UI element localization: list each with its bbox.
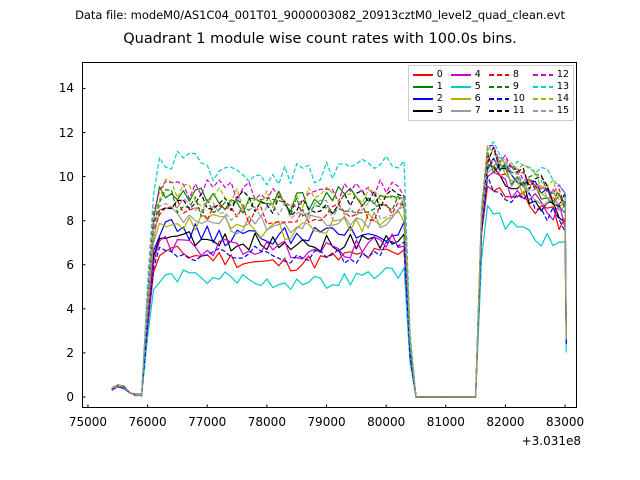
legend-label: 6: [474, 93, 481, 105]
x-tick-label: 76000: [128, 415, 167, 429]
legend-label: 15: [556, 105, 569, 117]
data-series-line: [111, 163, 567, 398]
legend: 0 1 2 3 4 5 6 7 8 9 10 11 12 13 14 15: [407, 65, 574, 121]
legend-label: 12: [556, 69, 569, 81]
legend-line-swatch: [532, 86, 553, 88]
legend-label: 9: [512, 81, 519, 93]
legend-item-8[interactable]: 8: [488, 69, 525, 81]
x-tick-label: 79000: [307, 415, 346, 429]
data-series-line: [111, 162, 567, 398]
data-series-line: [111, 157, 567, 398]
legend-line-swatch: [450, 110, 471, 112]
legend-line-swatch: [488, 110, 509, 112]
y-tick-label: 6: [66, 257, 74, 272]
data-series-line: [111, 204, 567, 398]
legend-line-swatch: [532, 74, 553, 76]
x-tick-label: 80000: [367, 415, 406, 429]
legend-item-14[interactable]: 14: [532, 93, 569, 105]
y-tick-label: 2: [66, 345, 74, 360]
x-tick-label: 83000: [545, 415, 585, 429]
x-tick-label: 81000: [426, 415, 465, 429]
y-tick-label: 0: [66, 389, 74, 404]
data-series-group: [111, 141, 567, 398]
legend-line-swatch: [488, 98, 509, 100]
x-tick-label: 77000: [188, 415, 227, 429]
legend-item-9[interactable]: 9: [488, 81, 525, 93]
legend-line-swatch: [488, 74, 509, 76]
legend-item-11[interactable]: 11: [488, 105, 525, 117]
legend-label: 1: [436, 81, 443, 93]
legend-line-swatch: [412, 86, 433, 88]
legend-label: 10: [512, 93, 525, 105]
legend-item-1[interactable]: 1: [412, 81, 443, 93]
legend-label: 2: [436, 93, 443, 105]
legend-grid: 0 1 2 3 4 5 6 7 8 9 10 11 12 13 14 15: [412, 69, 569, 117]
data-series-line: [111, 171, 567, 398]
plot-axes: 0 2 4 6 8 10 12 14 75000 76000 77000 78000 79000 800…: [59, 62, 584, 448]
y-tick-label: 4: [66, 301, 74, 316]
data-series-line: [111, 175, 567, 398]
axes-spine: [82, 62, 577, 408]
legend-label: 3: [436, 105, 443, 117]
legend-item-3[interactable]: 3: [412, 105, 443, 117]
line-chart-canvas: [82, 62, 577, 408]
x-tick-label: 82000: [486, 415, 525, 429]
legend-item-10[interactable]: 10: [488, 93, 525, 105]
data-series-line: [111, 156, 567, 398]
y-tick-label: 12: [58, 125, 74, 140]
legend-line-swatch: [450, 74, 471, 76]
datafile-label: Data file: modeM0/AS1C04_001T01_90000030…: [75, 8, 565, 22]
legend-label: 8: [512, 69, 519, 81]
data-series-line: [111, 151, 567, 398]
legend-line-swatch: [532, 98, 553, 100]
data-series-line: [111, 157, 567, 398]
legend-line-swatch: [488, 86, 509, 88]
y-tick-label: 14: [58, 81, 74, 96]
legend-label: 13: [556, 81, 569, 93]
legend-item-13[interactable]: 13: [532, 81, 569, 93]
legend-label: 11: [512, 105, 525, 117]
legend-line-swatch: [412, 98, 433, 100]
legend-line-swatch: [412, 110, 433, 112]
x-tick-label: 75000: [68, 415, 108, 429]
data-series-line: [111, 146, 567, 398]
page-title: Quadrant 1 module wise count rates with …: [123, 31, 517, 47]
legend-item-12[interactable]: 12: [532, 69, 569, 81]
data-series-line: [111, 185, 567, 398]
legend-label: 0: [436, 69, 443, 81]
legend-item-7[interactable]: 7: [450, 105, 481, 117]
y-tick-label: 8: [66, 213, 74, 228]
x-tick-label: 78000: [247, 415, 286, 429]
legend-label: 7: [474, 105, 481, 117]
legend-item-4[interactable]: 4: [450, 69, 481, 81]
legend-line-swatch: [450, 86, 471, 88]
legend-line-swatch: [450, 98, 471, 100]
data-series-line: [111, 145, 567, 398]
legend-label: 14: [556, 93, 569, 105]
legend-item-6[interactable]: 6: [450, 93, 481, 105]
data-series-line: [111, 141, 567, 398]
legend-label: 4: [474, 69, 481, 81]
legend-line-swatch: [412, 74, 433, 76]
y-tick-label: 10: [58, 169, 74, 184]
legend-line-swatch: [532, 110, 553, 112]
legend-item-5[interactable]: 5: [450, 81, 481, 93]
legend-item-15[interactable]: 15: [532, 105, 569, 117]
x-axis-offset-label: +3.031e8: [521, 434, 581, 448]
data-series-line: [111, 144, 567, 398]
legend-label: 5: [474, 81, 481, 93]
legend-item-0[interactable]: 0: [412, 69, 443, 81]
legend-item-2[interactable]: 2: [412, 93, 443, 105]
